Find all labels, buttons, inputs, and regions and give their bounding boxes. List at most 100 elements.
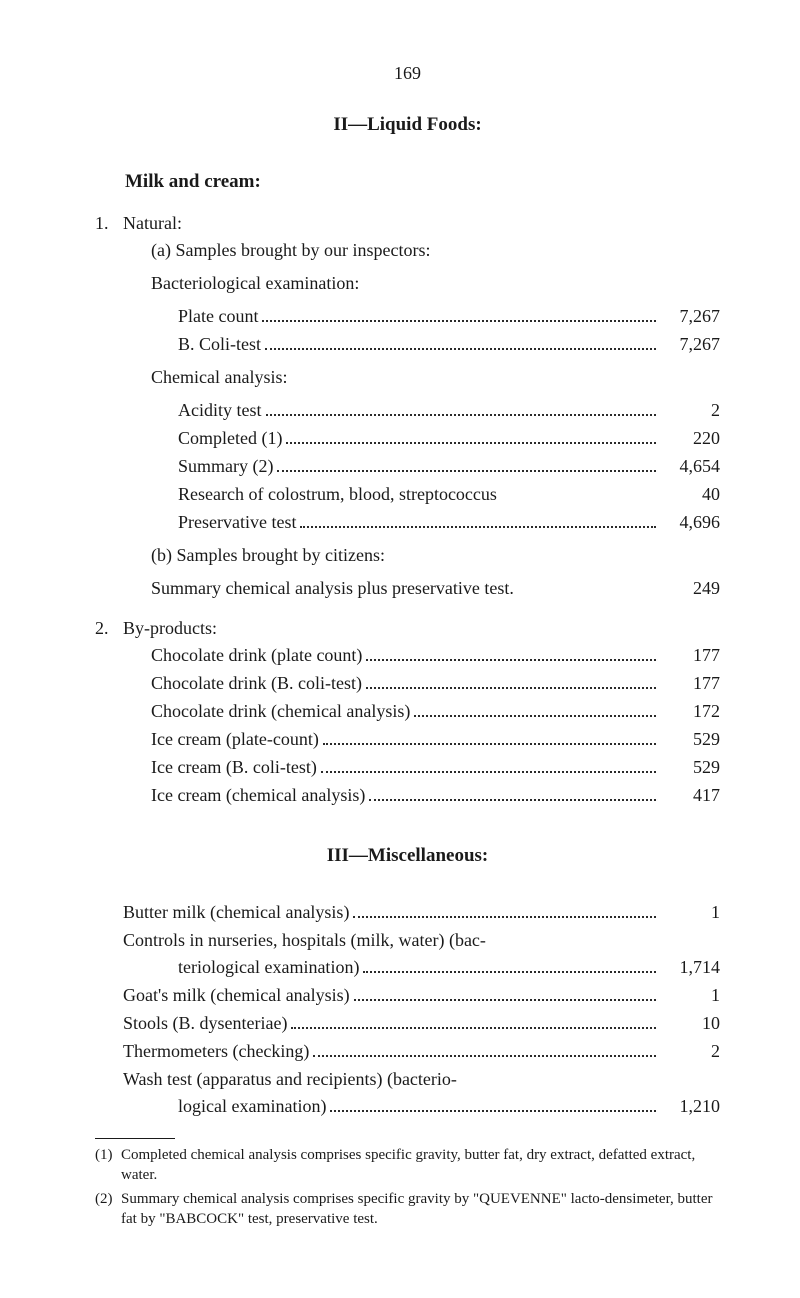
row-controls-line1: Controls in nurseries, hospitals (milk, … [123, 927, 720, 954]
row-label: Goat's milk (chemical analysis) [123, 982, 350, 1009]
row-label: Chocolate drink (B. coli-test) [151, 670, 362, 697]
footnote-number: (1) [95, 1145, 121, 1186]
row-value: 1 [660, 982, 720, 1009]
row-ice-coli: Ice cream (B. coli-test) 529 [151, 754, 720, 781]
row-value: 177 [660, 670, 720, 697]
leader-dots [262, 307, 656, 322]
row-label: Thermometers (checking) [123, 1038, 309, 1065]
row-ice-chem: Ice cream (chemical analysis) 417 [151, 782, 720, 809]
footnote-text: Summary chemical analysis comprises spec… [121, 1189, 720, 1230]
row-value: 220 [660, 425, 720, 452]
heading-milk-cream: Milk and cream: [125, 168, 720, 197]
leader-dots [300, 513, 656, 528]
row-value: 529 [660, 754, 720, 781]
row-value: 177 [660, 642, 720, 669]
row-label: logical examination) [178, 1093, 326, 1120]
row-value: 2 [660, 397, 720, 424]
leader-dots [414, 702, 656, 717]
leader-dots [323, 730, 656, 745]
item-natural: 1. Natural: (a) Samples brought by our i… [95, 210, 720, 603]
row-value: 417 [660, 782, 720, 809]
leader-dots [286, 429, 656, 444]
row-label: B. Coli-test [178, 331, 261, 358]
heading-miscellaneous: III—Miscellaneous: [95, 842, 720, 871]
row-label: Summary (2) [178, 453, 273, 480]
row-value: 172 [660, 698, 720, 725]
row-label: Acidity test [178, 397, 262, 424]
label-chemical: Chemical analysis: [151, 364, 720, 391]
heading-liquid-foods: II—Liquid Foods: [95, 111, 720, 140]
row-research: Research of colostrum, blood, streptococ… [178, 481, 720, 508]
row-plate-count: Plate count 7,267 [178, 303, 720, 330]
leader-dots [291, 1014, 656, 1029]
row-label: Research of colostrum, blood, streptococ… [178, 481, 497, 508]
row-summary: Summary (2) 4,654 [178, 453, 720, 480]
row-completed: Completed (1) 220 [178, 425, 720, 452]
row-ice-plate: Ice cream (plate-count) 529 [151, 726, 720, 753]
leader-dots [321, 758, 656, 773]
leader-dots [277, 457, 656, 472]
sub-item-b: (b) Samples brought by citizens: [151, 542, 720, 569]
leader-dots [366, 646, 656, 661]
leader-dots [330, 1097, 656, 1112]
row-label: Ice cream (plate-count) [151, 726, 319, 753]
row-summary-plus: Summary chemical analysis plus preservat… [151, 575, 720, 602]
row-label: Summary chemical analysis plus preservat… [151, 575, 514, 602]
row-choc-coli: Chocolate drink (B. coli-test) 177 [151, 670, 720, 697]
footnote-number: (2) [95, 1189, 121, 1230]
row-value: 529 [660, 726, 720, 753]
row-coli-test: B. Coli-test 7,267 [178, 331, 720, 358]
item-number: 1. [95, 210, 123, 603]
row-label: Plate count [178, 303, 258, 330]
leader-dots [366, 674, 656, 689]
row-value: 4,654 [660, 453, 720, 480]
row-value: 1,210 [660, 1093, 720, 1120]
leader-dots [354, 986, 656, 1001]
row-goat-milk: Goat's milk (chemical analysis) 1 [123, 982, 720, 1009]
row-label: Butter milk (chemical analysis) [123, 899, 349, 926]
row-choc-plate: Chocolate drink (plate count) 177 [151, 642, 720, 669]
leader-dots [353, 903, 656, 918]
row-value: 7,267 [660, 331, 720, 358]
row-wash-line1: Wash test (apparatus and recipients) (ba… [123, 1066, 720, 1093]
row-wash-line2: logical examination) 1,210 [178, 1093, 720, 1120]
row-value: 40 [660, 481, 720, 508]
row-value: 249 [660, 575, 720, 602]
leader-dots [369, 786, 656, 801]
row-label: teriological examination) [178, 954, 359, 981]
row-butter-milk: Butter milk (chemical analysis) 1 [123, 899, 720, 926]
item-number: 2. [95, 615, 123, 810]
row-thermometers: Thermometers (checking) 2 [123, 1038, 720, 1065]
row-preservative: Preservative test 4,696 [178, 509, 720, 536]
row-value: 4,696 [660, 509, 720, 536]
document-page: 169 II—Liquid Foods: Milk and cream: 1. … [0, 0, 800, 1298]
leader-dots [266, 401, 657, 416]
footnote-text: Completed chemical analysis comprises sp… [121, 1145, 720, 1186]
row-acidity: Acidity test 2 [178, 397, 720, 424]
row-controls-line2: teriological examination) 1,714 [178, 954, 720, 981]
row-stools: Stools (B. dysenteriae) 10 [123, 1010, 720, 1037]
row-label: Chocolate drink (plate count) [151, 642, 362, 669]
row-label: Chocolate drink (chemical analysis) [151, 698, 410, 725]
row-value: 10 [660, 1010, 720, 1037]
item-byproducts: 2. By-products: Chocolate drink (plate c… [95, 615, 720, 810]
row-label: Stools (B. dysenteriae) [123, 1010, 287, 1037]
row-value: 2 [660, 1038, 720, 1065]
row-value: 1,714 [660, 954, 720, 981]
row-value: 7,267 [660, 303, 720, 330]
row-value: 1 [660, 899, 720, 926]
row-choc-chem: Chocolate drink (chemical analysis) 172 [151, 698, 720, 725]
row-label: Ice cream (B. coli-test) [151, 754, 317, 781]
leader-dots [265, 335, 656, 350]
label-bacteriological: Bacteriological examination: [151, 270, 720, 297]
row-label: Ice cream (chemical analysis) [151, 782, 365, 809]
footnote-rule [95, 1138, 175, 1139]
leader-dots [313, 1042, 656, 1057]
page-number: 169 [95, 60, 720, 87]
footnote-2: (2) Summary chemical analysis comprises … [95, 1189, 720, 1230]
row-label: Completed (1) [178, 425, 282, 452]
leader-dots [363, 958, 656, 973]
row-label: Preservative test [178, 509, 296, 536]
item-title: By-products: [123, 615, 720, 642]
sub-item-a: (a) Samples brought by our inspectors: [151, 237, 720, 264]
